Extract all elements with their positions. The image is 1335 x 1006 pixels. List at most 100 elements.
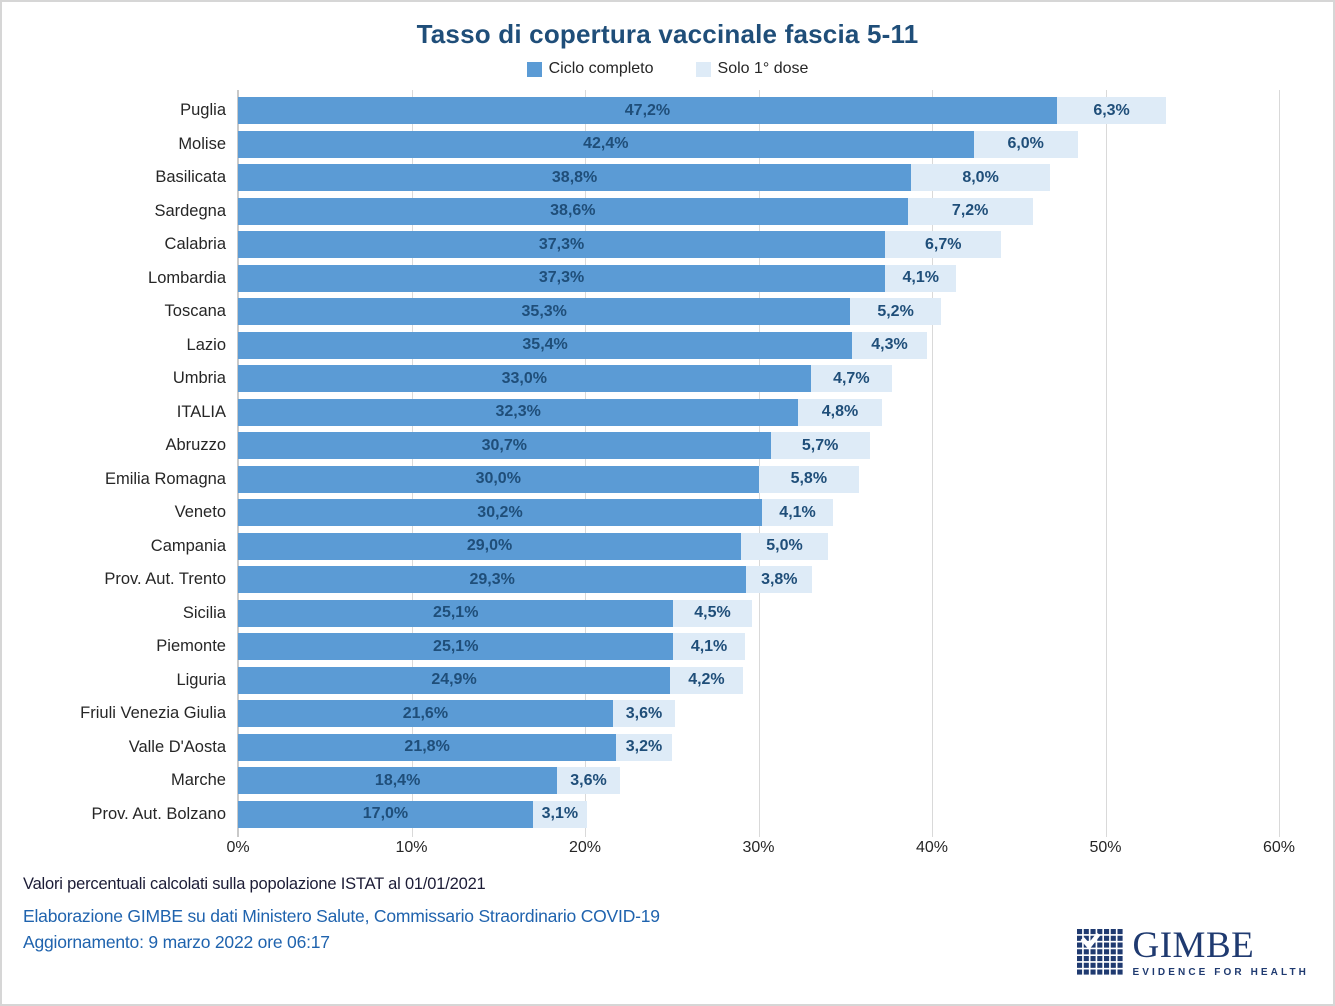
value-label: 4,5%: [694, 604, 731, 622]
category-label: Calabria: [164, 235, 226, 254]
chart-row: Liguria 24,9% 4,2%: [2, 664, 1333, 698]
value-label: 8,0%: [962, 168, 999, 186]
bar-area: 29,3% 3,8%: [238, 566, 1279, 594]
value-label: 21,6%: [402, 704, 449, 722]
value-label: 5,0%: [766, 537, 803, 555]
bar-segment-solo-prima-dose: 5,7%: [770, 432, 870, 460]
value-label: 4,2%: [688, 671, 725, 689]
bar-segment-ciclo-completo: 21,6%: [238, 700, 613, 728]
value-label: 5,7%: [801, 436, 839, 454]
value-label: 32,3%: [495, 403, 541, 421]
legend-label: Solo 1° dose: [717, 60, 809, 77]
value-label: 30,2%: [477, 503, 523, 521]
value-label: 4,8%: [821, 403, 859, 421]
category-label: Sardegna: [154, 201, 226, 220]
category-label: Abruzzo: [165, 436, 226, 455]
value-label: 5,8%: [790, 470, 828, 488]
gridline-0%: [237, 90, 239, 837]
bar-segment-solo-prima-dose: 4,8%: [798, 398, 882, 426]
bar-segment-ciclo-completo: 47,2%: [238, 97, 1057, 125]
bar-segment-solo-prima-dose: 4,1%: [673, 633, 745, 661]
x-tick-50%: 50%: [1089, 839, 1122, 856]
bar-segment-ciclo-completo: 30,0%: [238, 465, 759, 493]
category-label: ITALIA: [176, 402, 226, 421]
category-label: Liguria: [176, 670, 226, 689]
chart-row: Piemonte 25,1% 4,1%: [2, 630, 1333, 664]
bar-segment-solo-prima-dose: 4,5%: [673, 599, 752, 627]
bar-area: 17,0% 3,1%: [238, 800, 1279, 828]
chart-legend: Ciclo completo Solo 1° dose: [2, 60, 1333, 78]
x-axis: 0% 10% 20% 30% 40% 50% 60%: [226, 839, 1295, 863]
bar-area: 33,0% 4,7%: [238, 365, 1279, 393]
x-tick-0%: 0%: [226, 839, 250, 856]
value-label: 37,3%: [538, 235, 585, 253]
value-label: 4,1%: [779, 503, 816, 521]
bar-segment-solo-prima-dose: 3,6%: [557, 767, 620, 795]
chart-row: Lazio 35,4% 4,3%: [2, 329, 1333, 363]
bar-area: 25,1% 4,5%: [238, 599, 1279, 627]
bar-segment-solo-prima-dose: 5,0%: [741, 532, 828, 560]
bar-area: 38,8% 8,0%: [238, 164, 1279, 192]
legend-item-solo-prima-dose: Solo 1° dose: [695, 60, 809, 78]
bar-segment-solo-prima-dose: 4,1%: [885, 264, 957, 292]
bar-area: 35,4% 4,3%: [238, 331, 1279, 359]
footer-update: Aggiornamento: 9 marzo 2022 ore 06:17: [23, 932, 330, 952]
gridline-30%: [758, 90, 760, 837]
x-tick-40%: 40%: [915, 839, 949, 856]
bar-rows: Puglia 47,2% 6,3% Molise 42,4% 6,0% Basilicata…: [2, 94, 1333, 831]
chart-row: Veneto 30,2% 4,1%: [2, 496, 1333, 530]
value-label: 35,4%: [522, 336, 568, 354]
bar-area: 37,3% 4,1%: [238, 264, 1279, 292]
category-label: Valle D'Aosta: [128, 737, 226, 756]
bar-segment-solo-prima-dose: 4,1%: [761, 499, 834, 527]
bar-area: 47,2% 6,3%: [238, 97, 1279, 125]
bar-segment-ciclo-completo: 37,3%: [238, 264, 886, 292]
chart-row: Valle D'Aosta 21,8% 3,2%: [2, 731, 1333, 765]
legend-swatch-ciclo-completo: [526, 61, 542, 77]
bar-segment-solo-prima-dose: 4,7%: [810, 365, 893, 393]
legend-swatch-solo-prima-dose: [695, 61, 711, 77]
category-label: Prov. Aut. Bolzano: [91, 804, 226, 823]
value-label: 37,3%: [538, 269, 585, 287]
gridline-40%: [932, 90, 933, 837]
bar-area: 42,4% 6,0%: [238, 130, 1279, 158]
bar-area: 24,9% 4,2%: [238, 666, 1279, 694]
bar-area: 30,2% 4,1%: [238, 499, 1279, 527]
value-label: 30,0%: [475, 470, 521, 488]
category-label: Piemonte: [156, 637, 226, 656]
bar-area: 25,1% 4,1%: [238, 633, 1279, 661]
value-label: 7,2%: [951, 202, 989, 220]
category-label: Puglia: [180, 101, 226, 120]
chart-row: Sicilia 25,1% 4,5%: [2, 597, 1333, 631]
bar-segment-solo-prima-dose: 8,0%: [911, 164, 1050, 192]
legend-label: Ciclo completo: [548, 60, 654, 77]
bar-segment-solo-prima-dose: 4,2%: [670, 666, 743, 694]
gimbe-tagline: EVIDENCE FOR HEALTH: [1132, 967, 1309, 978]
value-label: 4,1%: [690, 637, 728, 655]
bar-segment-ciclo-completo: 35,3%: [238, 298, 851, 326]
bar-segment-solo-prima-dose: 3,6%: [612, 700, 676, 728]
chart-row: Marche 18,4% 3,6%: [2, 764, 1333, 798]
chart-row: Prov. Aut. Bolzano 17,0% 3,1%: [2, 798, 1333, 832]
bar-segment-ciclo-completo: 25,1%: [238, 599, 674, 627]
category-label: Umbria: [172, 369, 226, 388]
value-label: 3,6%: [625, 704, 663, 722]
x-tick-10%: 10%: [395, 839, 428, 856]
value-label: 30,7%: [481, 436, 527, 454]
value-label: 25,1%: [433, 604, 479, 622]
value-label: 29,3%: [469, 570, 515, 588]
value-label: 3,1%: [541, 805, 579, 823]
bar-area: 29,0% 5,0%: [238, 532, 1279, 560]
chart-row: Lombardia 37,3% 4,1%: [2, 262, 1333, 296]
category-label: Campania: [150, 536, 226, 555]
category-label: Veneto: [174, 503, 226, 522]
bar-segment-ciclo-completo: 30,7%: [238, 432, 771, 460]
gimbe-logo-text: GIMBE EVIDENCE FOR HEALTH: [1132, 927, 1310, 978]
chart-row: Basilicata 38,8% 8,0%: [2, 161, 1333, 195]
chart-row: Abruzzo 30,7% 5,7%: [2, 429, 1333, 463]
value-label: 6,0%: [1007, 135, 1044, 153]
gridlines: [237, 90, 1280, 837]
plot-area: Puglia 47,2% 6,3% Molise 42,4% 6,0% Basilicata…: [2, 90, 1333, 837]
value-label: 3,8%: [761, 570, 798, 588]
x-tick-20%: 20%: [568, 839, 602, 856]
